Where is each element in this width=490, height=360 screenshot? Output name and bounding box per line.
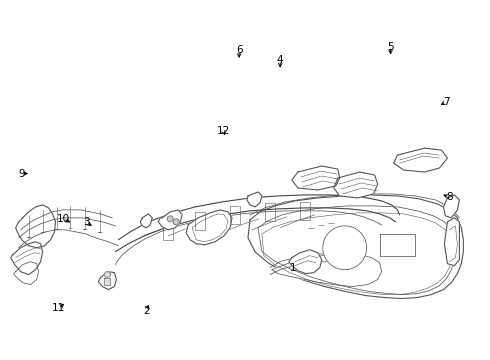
Polygon shape	[186, 210, 232, 245]
Polygon shape	[104, 272, 110, 278]
Text: 7: 7	[443, 97, 450, 107]
Polygon shape	[247, 192, 262, 207]
Polygon shape	[292, 166, 340, 190]
Text: 8: 8	[446, 192, 453, 202]
Polygon shape	[443, 195, 460, 218]
Polygon shape	[140, 214, 152, 228]
Text: 10: 10	[57, 214, 70, 224]
Polygon shape	[334, 172, 378, 198]
Text: 6: 6	[236, 45, 243, 55]
Polygon shape	[11, 242, 43, 275]
Polygon shape	[380, 234, 415, 256]
Text: 3: 3	[83, 217, 90, 227]
Text: 2: 2	[143, 306, 149, 316]
Polygon shape	[444, 218, 460, 266]
Polygon shape	[248, 195, 464, 298]
Polygon shape	[167, 216, 173, 222]
Polygon shape	[158, 210, 182, 230]
Polygon shape	[16, 205, 55, 248]
Text: 12: 12	[217, 126, 230, 135]
Polygon shape	[323, 226, 367, 270]
Polygon shape	[98, 272, 116, 289]
Polygon shape	[393, 148, 447, 172]
Polygon shape	[104, 278, 110, 285]
Text: 1: 1	[290, 263, 296, 273]
Text: 9: 9	[18, 168, 24, 179]
Polygon shape	[14, 262, 39, 285]
Text: 11: 11	[52, 303, 65, 314]
Polygon shape	[173, 219, 179, 225]
Text: 5: 5	[387, 42, 394, 51]
Polygon shape	[289, 250, 322, 274]
Text: 4: 4	[277, 55, 284, 65]
Polygon shape	[272, 254, 382, 287]
